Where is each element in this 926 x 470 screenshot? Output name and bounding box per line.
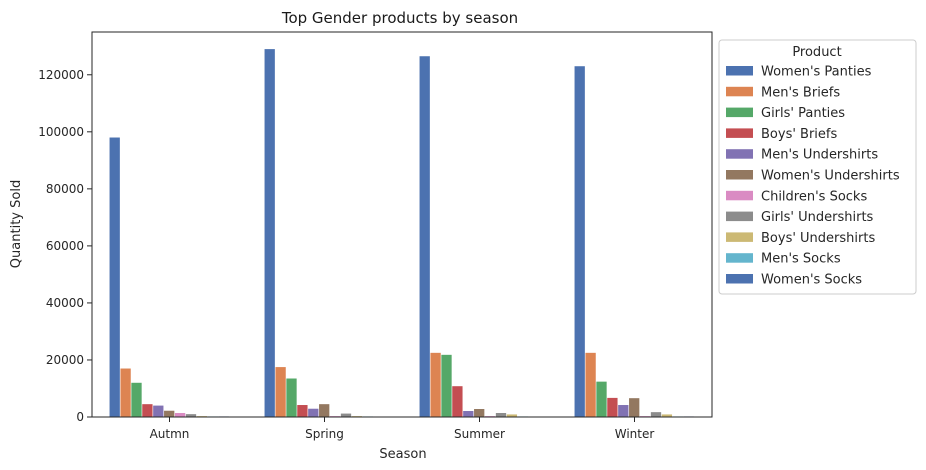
bar-girls-panties-winter <box>596 381 607 417</box>
chart-title: Top Gender products by season <box>281 9 518 27</box>
bar-men-s-undershirts-winter <box>618 405 629 417</box>
bar-women-s-panties-autmn <box>109 137 120 417</box>
bar-girls-panties-spring <box>286 378 297 417</box>
bar-women-s-panties-summer <box>419 56 430 418</box>
bar-boys-briefs-summer <box>452 386 463 417</box>
legend-swatch <box>726 274 753 284</box>
x-tick-label: Winter <box>615 427 655 441</box>
y-tick-label: 80000 <box>46 182 84 196</box>
legend-swatch <box>726 211 753 222</box>
bar-men-s-undershirts-autmn <box>153 405 164 417</box>
bar-women-s-undershirts-spring <box>319 404 330 417</box>
legend-entry-label: Girls' Undershirts <box>761 210 874 225</box>
x-tick-label: Autmn <box>150 427 190 441</box>
legend-swatch <box>726 232 753 242</box>
y-tick-label: 120000 <box>38 68 84 82</box>
bar-girls-panties-autmn <box>131 382 142 417</box>
bar-women-s-undershirts-autmn <box>164 410 175 417</box>
bar-women-s-undershirts-winter <box>629 398 640 417</box>
bar-boys-undershirts-winter <box>661 414 673 417</box>
bar-boys-briefs-winter <box>607 397 618 417</box>
bar-men-s-undershirts-spring <box>308 408 319 417</box>
legend-entry-label: Men's Briefs <box>761 85 840 100</box>
legend-entry-label: Girls' Panties <box>761 106 845 121</box>
bar-girls-undershirts-autmn <box>185 414 197 417</box>
bar-girls-undershirts-spring <box>340 413 352 417</box>
y-axis-label: Quantity Sold <box>9 180 24 268</box>
legend-entry-label: Boys' Briefs <box>761 127 837 142</box>
y-tick-label: 0 <box>76 410 84 424</box>
bar-men-s-briefs-spring <box>275 367 286 417</box>
legend-entry-label: Boys' Undershirts <box>761 231 875 246</box>
bar-women-s-undershirts-summer <box>474 409 485 417</box>
bar-men-s-briefs-winter <box>585 352 596 417</box>
legend-swatch <box>726 190 753 201</box>
bar-boys-undershirts-summer <box>506 414 518 417</box>
legend-entry-label: Women's Panties <box>761 65 872 80</box>
legend-entry-label: Children's Socks <box>761 189 867 204</box>
legend-swatch <box>726 86 753 97</box>
legend-entry-label: Women's Socks <box>761 273 862 288</box>
bar-boys-briefs-spring <box>297 405 308 417</box>
legend-swatch <box>726 66 753 76</box>
bar-children-s-socks-autmn <box>174 413 186 417</box>
bar-girls-undershirts-summer <box>495 413 507 417</box>
legend-swatch <box>726 149 753 159</box>
y-tick-label: 20000 <box>46 353 84 367</box>
plot-area: 0 20000 40000 60000 80000 100000 120000 Autmn Sp… <box>38 31 713 441</box>
legend-swatch <box>726 128 753 138</box>
legend-title: Product <box>792 45 841 60</box>
legend-entry-label: Women's Undershirts <box>761 169 900 184</box>
x-axis-label: Season <box>379 447 426 462</box>
y-tick-label: 40000 <box>46 296 84 310</box>
legend-swatch <box>726 107 753 118</box>
legend-swatch <box>726 170 753 180</box>
x-tick-label: Summer <box>454 427 505 441</box>
x-tick-label: Spring <box>305 427 344 441</box>
legend: Product Women's Panties Men's Briefs Girls… <box>718 39 917 295</box>
legend-entry-label: Men's Undershirts <box>761 148 878 163</box>
y-tick-label: 100000 <box>38 125 84 139</box>
bar-women-s-panties-spring <box>264 49 275 418</box>
legend-frame <box>718 39 917 295</box>
bar-girls-undershirts-winter <box>650 412 662 417</box>
bar-men-s-undershirts-summer <box>463 411 474 417</box>
legend-entry-label: Men's Socks <box>761 252 841 267</box>
legend-swatch <box>726 253 753 263</box>
bar-men-s-briefs-autmn <box>120 368 131 417</box>
bar-boys-briefs-autmn <box>142 404 153 417</box>
y-tick-label: 60000 <box>46 239 84 253</box>
plot-frame <box>91 31 713 418</box>
bar-men-s-briefs-summer <box>430 352 441 417</box>
bar-women-s-panties-winter <box>574 66 585 417</box>
bar-girls-panties-summer <box>441 354 452 417</box>
